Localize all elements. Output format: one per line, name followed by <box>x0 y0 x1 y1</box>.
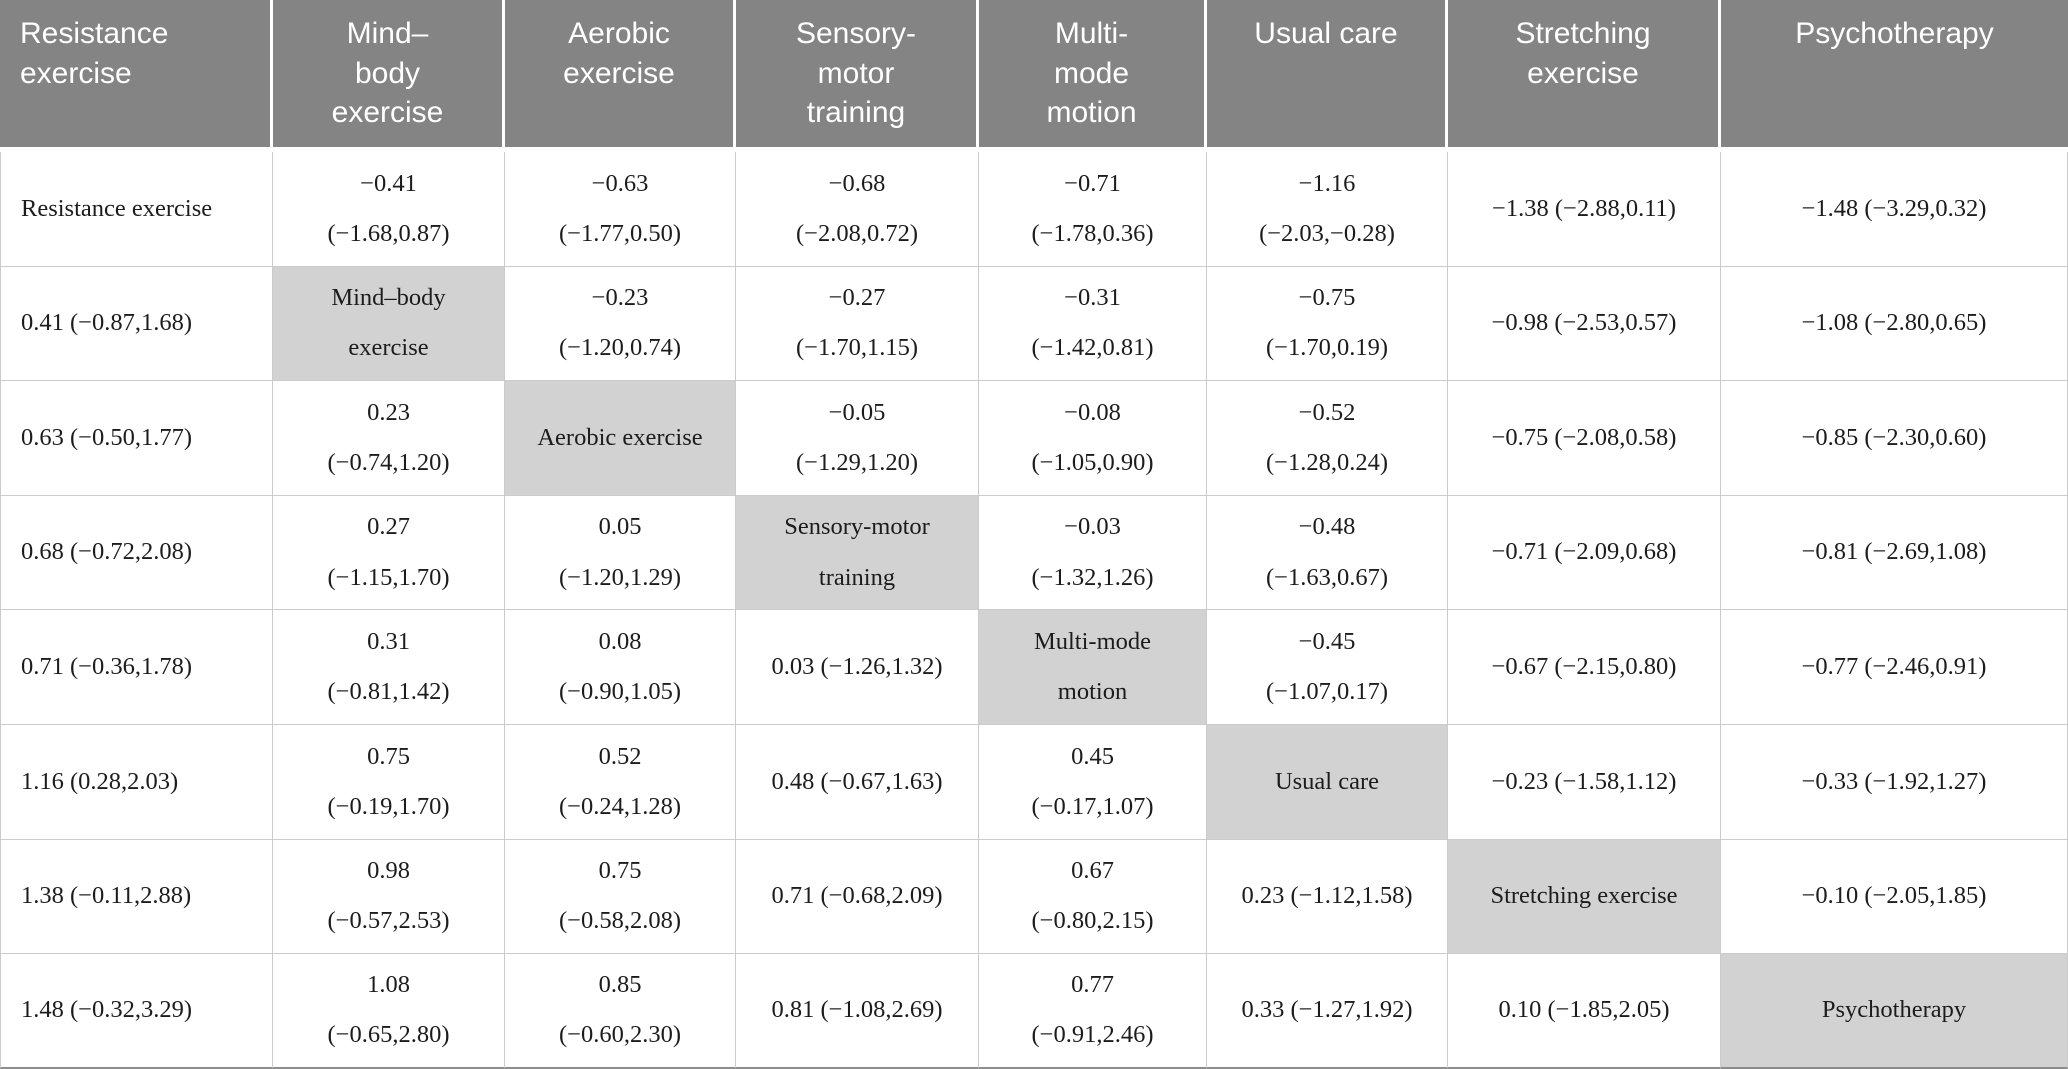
effect-estimate-cell: 1.16 (0.28,2.03) <box>0 724 273 840</box>
effect-estimate-cell: −0.68 (−2.08,0.72) <box>736 152 979 267</box>
table-row: 0.68 (−0.72,2.08) 0.27 (−1.15,1.70) 0.05 (… <box>0 495 2068 611</box>
effect-estimate-cell: −0.63 (−1.77,0.50) <box>505 152 736 267</box>
effect-estimate-cell: 0.41 (−0.87,1.68) <box>0 266 273 382</box>
effect-estimate-cell: 0.23 (−1.12,1.58) <box>1207 839 1448 955</box>
effect-estimate-cell: −0.98 (−2.53,0.57) <box>1448 266 1721 382</box>
effect-estimate-cell: 0.10 (−1.85,2.05) <box>1448 954 1721 1069</box>
effect-estimate-cell: 0.48 (−0.67,1.63) <box>736 724 979 840</box>
effect-estimate-cell: 0.71 (−0.68,2.09) <box>736 839 979 955</box>
effect-estimate-cell: −0.08 (−1.05,0.90) <box>979 381 1207 496</box>
effect-estimate-cell: −0.33 (−1.92,1.27) <box>1721 724 2068 840</box>
effect-estimate-cell: 0.68 (−0.72,2.08) <box>0 495 273 611</box>
diagonal-treatment-cell: Aerobic exercise <box>505 381 736 496</box>
effect-estimate-cell: −0.27 (−1.70,1.15) <box>736 266 979 382</box>
effect-estimate-cell: 0.75 (−0.58,2.08) <box>505 839 736 955</box>
effect-estimate-cell: 0.71 (−0.36,1.78) <box>0 610 273 725</box>
effect-estimate-cell: 0.81 (−1.08,2.69) <box>736 954 979 1069</box>
effect-estimate-cell: −0.81 (−2.69,1.08) <box>1721 495 2068 611</box>
effect-estimate-cell: −0.45 (−1.07,0.17) <box>1207 610 1448 725</box>
effect-estimate-cell: −1.08 (−2.80,0.65) <box>1721 266 2068 382</box>
table-row: 1.16 (0.28,2.03) 0.75 (−0.19,1.70) 0.52 (−… <box>0 724 2068 840</box>
table-row: 0.71 (−0.36,1.78) 0.31 (−0.81,1.42) 0.08 (… <box>0 610 2068 725</box>
effect-estimate-cell: −0.75 (−1.70,0.19) <box>1207 266 1448 382</box>
effect-estimate-cell: −0.85 (−2.30,0.60) <box>1721 381 2068 496</box>
effect-estimate-cell: −0.41 (−1.68,0.87) <box>273 152 505 267</box>
effect-estimate-cell: −0.23 (−1.20,0.74) <box>505 266 736 382</box>
column-header: Psychotherapy <box>1721 0 2068 152</box>
effect-estimate-cell: −0.31 (−1.42,0.81) <box>979 266 1207 382</box>
effect-estimate-cell: 1.08 (−0.65,2.80) <box>273 954 505 1069</box>
diagonal-treatment-cell: Mind–body exercise <box>273 266 505 382</box>
diagonal-treatment-cell: Multi-mode motion <box>979 610 1207 725</box>
column-header: Resistance exercise <box>0 0 273 152</box>
effect-estimate-cell: 1.48 (−0.32,3.29) <box>0 954 273 1069</box>
column-header: Mind– body exercise <box>273 0 505 152</box>
effect-estimate-cell: 0.03 (−1.26,1.32) <box>736 610 979 725</box>
effect-estimate-cell: −1.16 (−2.03,−0.28) <box>1207 152 1448 267</box>
effect-estimate-cell: −0.23 (−1.58,1.12) <box>1448 724 1721 840</box>
column-header: Stretching exercise <box>1448 0 1721 152</box>
effect-estimate-cell: 0.08 (−0.90,1.05) <box>505 610 736 725</box>
table-row: Resistance exercise −0.41 (−1.68,0.87) −0.… <box>0 152 2068 267</box>
column-header: Aerobic exercise <box>505 0 736 152</box>
effect-estimate-cell: −0.67 (−2.15,0.80) <box>1448 610 1721 725</box>
diagonal-treatment-cell: Stretching exercise <box>1448 839 1721 955</box>
column-header: Multi- mode motion <box>979 0 1207 152</box>
effect-estimate-cell: 0.05 (−1.20,1.29) <box>505 495 736 611</box>
table-row: 1.38 (−0.11,2.88) 0.98 (−0.57,2.53) 0.75 (… <box>0 839 2068 955</box>
effect-estimate-cell: 0.98 (−0.57,2.53) <box>273 839 505 955</box>
effect-estimate-cell: 0.23 (−0.74,1.20) <box>273 381 505 496</box>
effect-estimate-cell: 0.75 (−0.19,1.70) <box>273 724 505 840</box>
effect-estimate-cell: −0.03 (−1.32,1.26) <box>979 495 1207 611</box>
diagonal-treatment-cell: Resistance exercise <box>0 152 273 267</box>
table-row: 1.48 (−0.32,3.29) 1.08 (−0.65,2.80) 0.85 (… <box>0 954 2068 1069</box>
effect-estimate-cell: −0.71 (−2.09,0.68) <box>1448 495 1721 611</box>
table-row: 0.41 (−0.87,1.68) Mind–body exercise −0.23… <box>0 266 2068 382</box>
effect-estimate-cell: −0.77 (−2.46,0.91) <box>1721 610 2068 725</box>
effect-estimate-cell: 0.33 (−1.27,1.92) <box>1207 954 1448 1069</box>
effect-estimate-cell: −0.10 (−2.05,1.85) <box>1721 839 2068 955</box>
effect-estimate-cell: 0.45 (−0.17,1.07) <box>979 724 1207 840</box>
effect-estimate-cell: 0.67 (−0.80,2.15) <box>979 839 1207 955</box>
diagonal-treatment-cell: Psychotherapy <box>1721 954 2068 1069</box>
effect-estimate-cell: −0.05 (−1.29,1.20) <box>736 381 979 496</box>
effect-estimate-cell: −0.48 (−1.63,0.67) <box>1207 495 1448 611</box>
table-row: 0.63 (−0.50,1.77) 0.23 (−0.74,1.20) Aerobi… <box>0 381 2068 496</box>
effect-estimate-cell: 0.63 (−0.50,1.77) <box>0 381 273 496</box>
effect-estimate-cell: −1.38 (−2.88,0.11) <box>1448 152 1721 267</box>
diagonal-treatment-cell: Usual care <box>1207 724 1448 840</box>
header-row: Resistance exercise Mind– body exercise Ae… <box>0 0 2068 152</box>
effect-estimate-cell: 0.27 (−1.15,1.70) <box>273 495 505 611</box>
effect-estimate-cell: 0.85 (−0.60,2.30) <box>505 954 736 1069</box>
column-header: Sensory- motor training <box>736 0 979 152</box>
diagonal-treatment-cell: Sensory-motor training <box>736 495 979 611</box>
effect-estimate-cell: −0.52 (−1.28,0.24) <box>1207 381 1448 496</box>
effect-estimate-cell: 0.77 (−0.91,2.46) <box>979 954 1207 1069</box>
effect-estimate-cell: −0.75 (−2.08,0.58) <box>1448 381 1721 496</box>
effect-estimate-cell: −0.71 (−1.78,0.36) <box>979 152 1207 267</box>
column-header: Usual care <box>1207 0 1448 152</box>
effect-estimate-cell: 1.38 (−0.11,2.88) <box>0 839 273 955</box>
effect-estimate-cell: −1.48 (−3.29,0.32) <box>1721 152 2068 267</box>
effect-estimate-cell: 0.52 (−0.24,1.28) <box>505 724 736 840</box>
effect-estimate-cell: 0.31 (−0.81,1.42) <box>273 610 505 725</box>
